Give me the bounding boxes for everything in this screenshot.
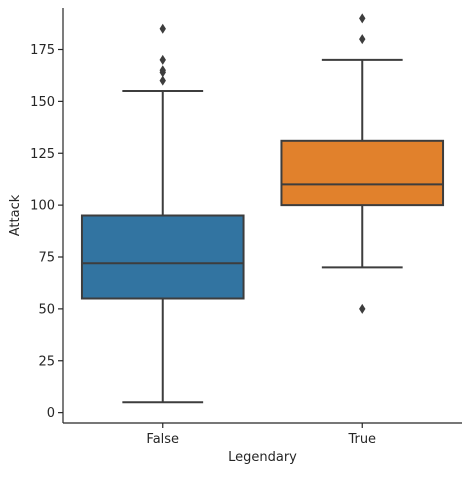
y-tick-label: 0 (47, 406, 55, 421)
y-tick-label: 150 (30, 95, 55, 110)
outlier-point (359, 13, 366, 24)
y-tick-label: 100 (30, 199, 55, 214)
x-axis-label: Legendary (228, 450, 297, 465)
box-group-false (80, 23, 245, 404)
outlier-point (359, 34, 366, 45)
x-tick-label: True (347, 432, 376, 447)
outlier-point (159, 23, 166, 34)
y-tick-label: 75 (38, 251, 55, 266)
outlier-point (159, 75, 166, 86)
plot-area (80, 13, 445, 404)
x-axis: False True (63, 422, 462, 447)
outlier-point (159, 54, 166, 65)
y-tick-label: 175 (30, 43, 55, 58)
outlier-point (159, 65, 166, 76)
outlier-point (359, 303, 366, 314)
y-axis-label: Attack (8, 194, 23, 236)
y-axis: 0 25 50 75 100 125 150 175 (30, 8, 64, 423)
x-tick-label: False (146, 432, 179, 447)
y-tick-label: 25 (38, 354, 55, 369)
y-tick-label: 50 (38, 302, 55, 317)
box-iqr (80, 214, 245, 300)
y-tick-label: 125 (30, 147, 55, 162)
box-iqr (280, 139, 445, 207)
box-group-true (280, 13, 445, 314)
